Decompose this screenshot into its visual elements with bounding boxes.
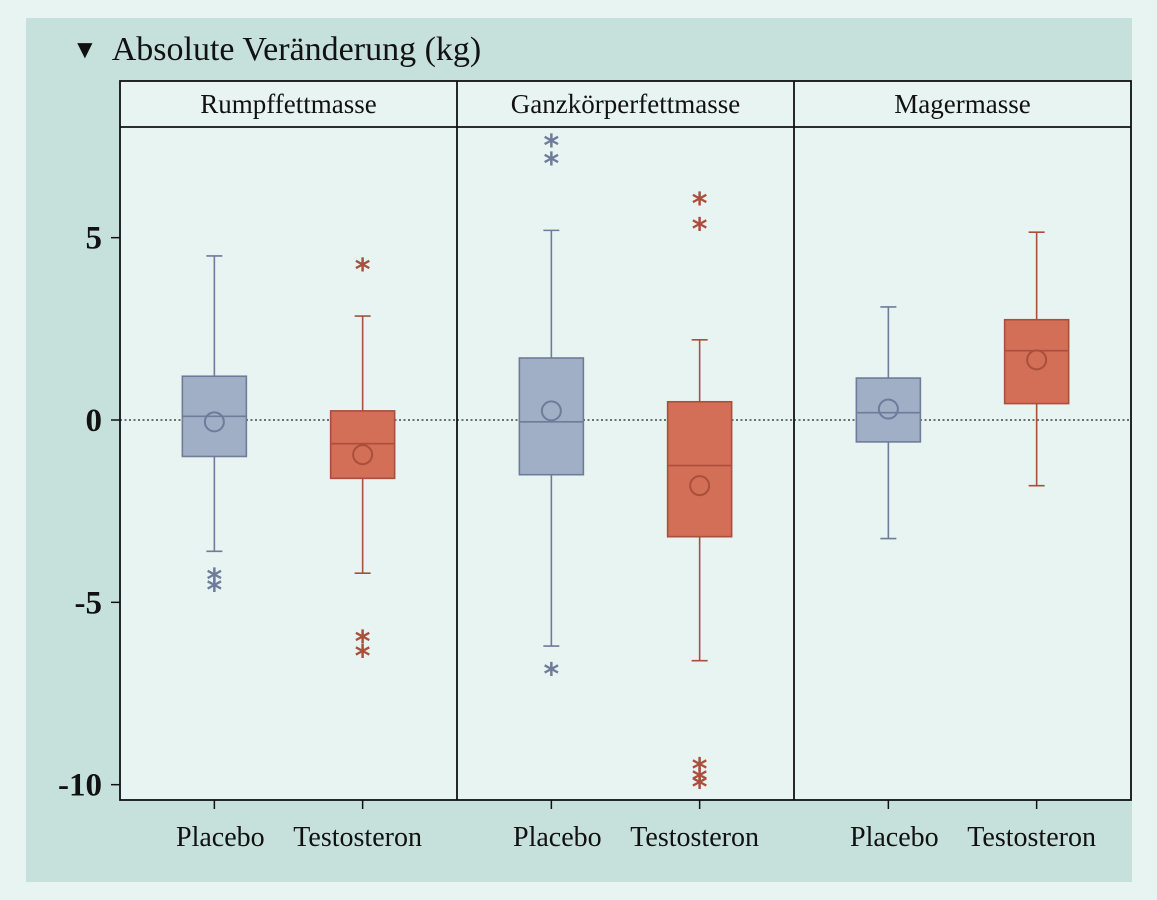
y-tick-label: 0	[86, 403, 103, 439]
y-tick-label: -10	[58, 768, 102, 804]
figure-title: ▼ Absolute Veränderung (kg)	[26, 18, 481, 82]
mean-marker-placebo	[877, 398, 899, 420]
plot-border	[119, 80, 1132, 801]
y-tick-label: 5	[86, 221, 103, 257]
outlier-marker-placebo: *	[544, 658, 560, 693]
mean-marker-placebo	[540, 400, 562, 422]
mean-marker-testosteron	[352, 444, 374, 466]
outlier-marker-testosteron: *	[692, 187, 708, 222]
box-placebo	[518, 357, 585, 476]
box-testosteron	[1003, 318, 1070, 405]
triangle-down-icon: ▼	[72, 35, 98, 64]
outlier-marker-placebo: *	[544, 147, 560, 182]
box-testosteron	[666, 400, 733, 538]
panel-title: Rumpffettmasse	[200, 89, 376, 119]
outlier-marker-testosteron: *	[692, 213, 708, 248]
mean-marker-placebo	[203, 411, 225, 433]
x-tick-label: Placebo	[513, 822, 602, 853]
panel-title: Ganzkörperfettmasse	[511, 89, 740, 119]
outlier-marker-testosteron: *	[355, 639, 371, 674]
box-placebo	[855, 377, 922, 443]
outlier-marker-testosteron: *	[692, 771, 708, 806]
figure-title-text: Absolute Veränderung (kg)	[111, 31, 482, 68]
outlier-marker-testosteron: *	[355, 625, 371, 660]
x-tick-label: Testosteron	[630, 822, 759, 853]
outlier-marker-testosteron: *	[692, 763, 708, 798]
x-tick-label: Testosteron	[967, 822, 1096, 853]
outlier-marker-testosteron: *	[355, 253, 371, 288]
mean-marker-testosteron	[689, 475, 711, 497]
x-tick-label: Testosteron	[293, 822, 422, 853]
outlier-marker-placebo: *	[207, 574, 223, 609]
panel-title: Magermasse	[894, 89, 1030, 119]
x-tick-label: Placebo	[176, 822, 265, 853]
y-tick-label: -5	[75, 585, 103, 621]
outlier-marker-placebo: *	[544, 129, 560, 164]
x-tick-label: Placebo	[850, 822, 939, 853]
outlier-marker-placebo: *	[207, 563, 223, 598]
outlier-marker-testosteron: *	[692, 752, 708, 787]
mean-marker-testosteron	[1026, 349, 1048, 371]
plot-background	[120, 81, 1131, 800]
